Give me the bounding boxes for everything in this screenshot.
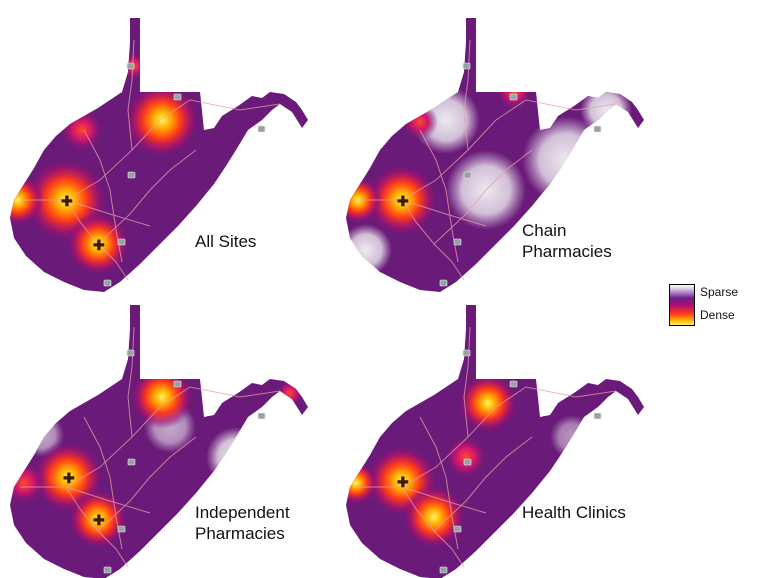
svg-text:✚: ✚	[397, 474, 409, 490]
panel-label-independent-pharmacies: Independent Pharmacies	[195, 503, 290, 543]
state-map: ✚	[346, 305, 644, 578]
state-map: ✚ ✚	[10, 18, 308, 292]
legend-color-ramp	[669, 284, 695, 326]
legend-dense-label: Dense	[700, 308, 735, 322]
legend-sparse-label: Sparse	[700, 285, 739, 299]
panel-label-chain-pharmacies: Chain Pharmacies	[522, 221, 612, 261]
map-panel-all-sites: ✚ ✚	[10, 18, 308, 292]
panel-label-health-clinics: Health Clinics	[522, 503, 626, 522]
svg-text:✚: ✚	[93, 237, 105, 253]
panel-label-all-sites: All Sites	[195, 232, 257, 251]
svg-text:✚: ✚	[93, 512, 105, 528]
svg-text:✚: ✚	[61, 193, 73, 209]
svg-text:✚: ✚	[63, 470, 75, 486]
map-panel-health-clinics: ✚	[346, 305, 644, 578]
svg-text:✚: ✚	[397, 193, 409, 209]
